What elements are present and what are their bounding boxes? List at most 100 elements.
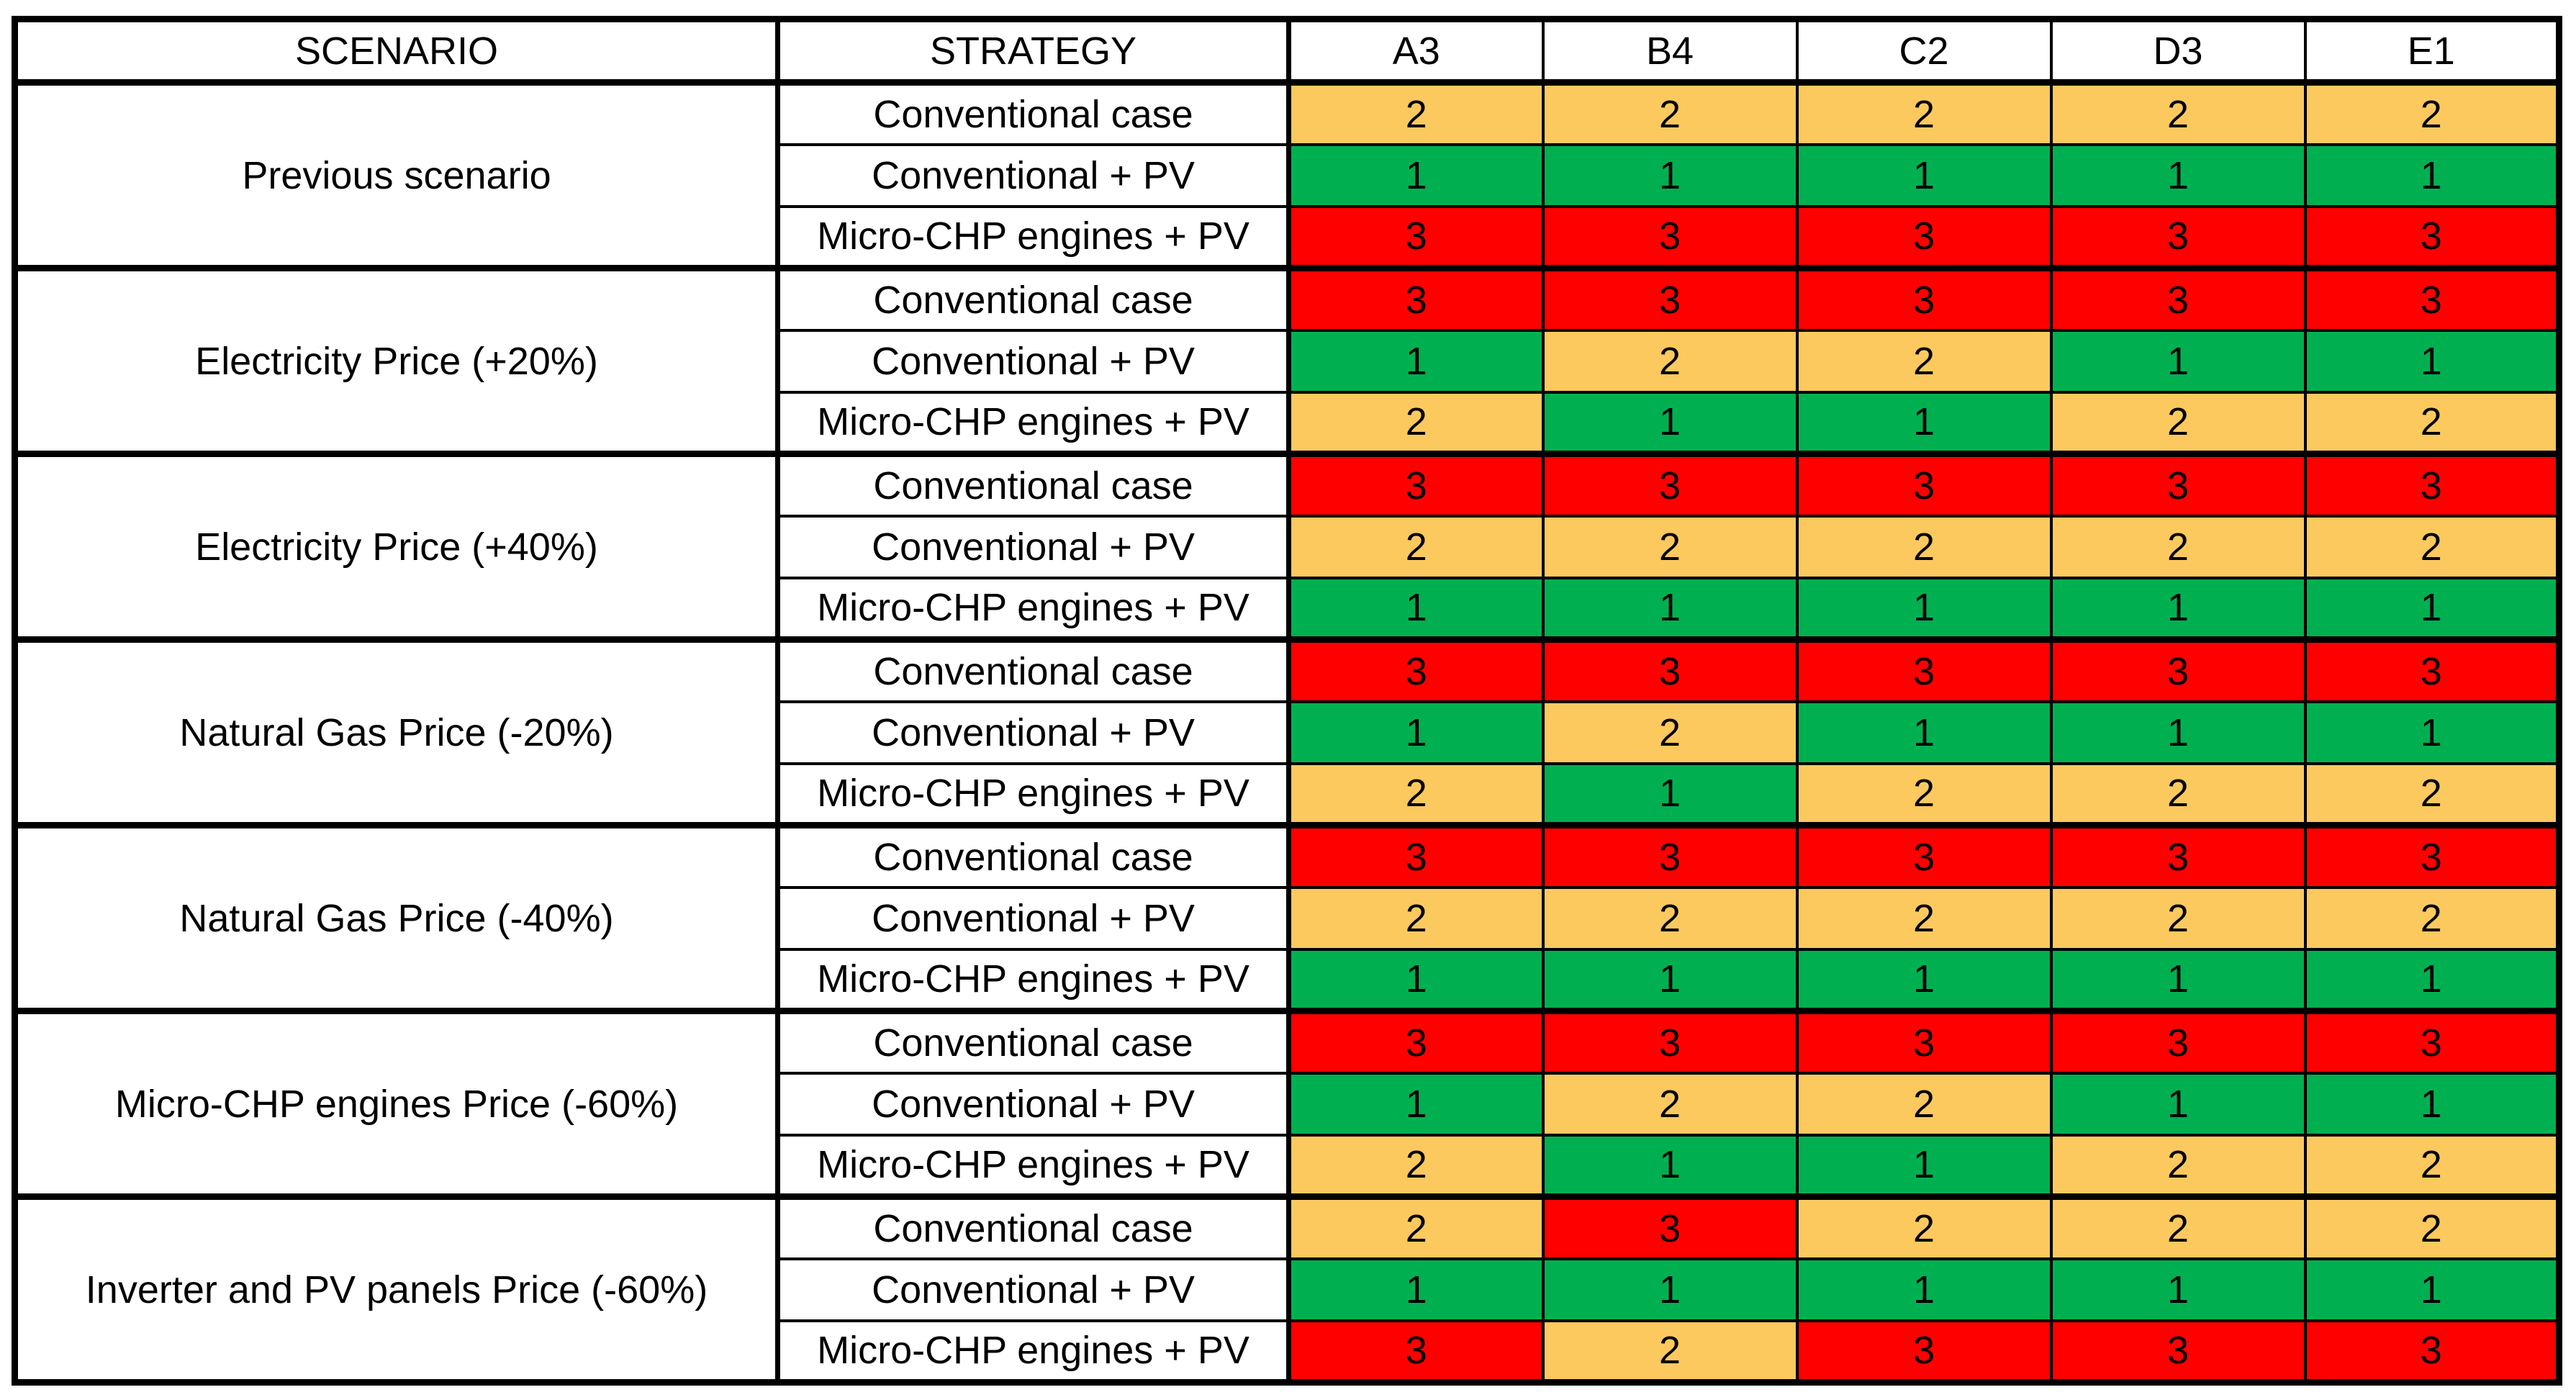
rank-cell: 2 [1795, 81, 2053, 146]
strategy-label: Micro-CHP engines + PV [776, 1319, 1291, 1386]
rank-cell: 2 [2049, 1195, 2307, 1260]
table-row: Conventional + PV 1 2 1 1 1 [15, 700, 2561, 765]
rank-cell: 3 [1287, 452, 1545, 518]
rank-cell: 3 [2303, 266, 2561, 332]
header-scenario: SCENARIO [13, 17, 780, 86]
rank-cell: 1 [1541, 762, 1799, 828]
rank-cell: 3 [2303, 1009, 2561, 1075]
table-row: Conventional + PV 1 2 2 1 1 [15, 1071, 2561, 1137]
rank-cell: 2 [2049, 885, 2307, 951]
rank-cell: 3 [1795, 1319, 2053, 1386]
strategy-label: Conventional + PV [776, 1257, 1291, 1322]
rank-cell: 2 [2303, 1133, 2561, 1200]
rank-cell: 1 [2049, 1071, 2307, 1137]
strategy-label: Conventional case [776, 1195, 1291, 1260]
table-row: Electricity Price (+20%) Conventional cas… [13, 266, 2561, 457]
rank-cell: 1 [2303, 143, 2561, 208]
rank-cell: 1 [1541, 390, 1799, 457]
strategy-label: Micro-CHP engines + PV [776, 576, 1291, 643]
strategy-label: Conventional + PV [776, 700, 1291, 765]
rank-cell: 2 [1795, 885, 2053, 951]
scenario-label: Electricity Price (+20%) [13, 266, 780, 457]
rank-cell: 1 [1287, 700, 1545, 765]
strategy-label: Conventional + PV [776, 885, 1291, 951]
ranking-table: SCENARIO STRATEGY A3 B4 C2 D3 E1 Previou… [12, 16, 2562, 1386]
rank-cell: 2 [2049, 81, 2307, 146]
rank-cell: 3 [2303, 204, 2561, 271]
rank-cell: 1 [1287, 143, 1545, 208]
table-row: Previous scenario Conventional case 2 2 2 2 2 [13, 81, 2561, 271]
rank-cell: 1 [1287, 328, 1545, 394]
strategy-label: Conventional case [776, 452, 1291, 518]
header-case-a3: A3 [1287, 17, 1545, 86]
table-row: Electricity Price (+40%) Conventional cas… [13, 452, 2561, 643]
rank-cell: 3 [1541, 1009, 1799, 1075]
rank-cell: 2 [1287, 81, 1545, 146]
strategy-label: Micro-CHP engines + PV [776, 1133, 1291, 1200]
rank-cell: 2 [1287, 885, 1545, 951]
rank-cell: 1 [2049, 143, 2307, 208]
rank-cell: 2 [2303, 81, 2561, 146]
rank-cell: 2 [1541, 885, 1799, 951]
rank-cell: 1 [1795, 576, 2053, 643]
table-row: Conventional + PV 2 2 2 2 2 [15, 514, 2561, 579]
table-row: Micro-CHP engines + PV 1 1 1 1 1 [15, 947, 2561, 1014]
rank-cell: 3 [1541, 452, 1799, 518]
strategy-label: Micro-CHP engines + PV [776, 947, 1291, 1014]
rank-cell: 2 [1287, 390, 1545, 457]
rank-cell: 1 [1795, 390, 2053, 457]
strategy-label: Conventional case [776, 81, 1291, 146]
rank-cell: 2 [2049, 1133, 2307, 1200]
rank-cell: 2 [2303, 762, 2561, 828]
rank-cell: 3 [1795, 452, 2053, 518]
rank-cell: 1 [2049, 328, 2307, 394]
rank-cell: 2 [1541, 700, 1799, 765]
scenario-label: Natural Gas Price (-20%) [13, 638, 780, 828]
rank-cell: 3 [1541, 204, 1799, 271]
rank-cell: 2 [1287, 514, 1545, 579]
strategy-label: Conventional + PV [776, 143, 1291, 208]
strategy-label: Micro-CHP engines + PV [776, 390, 1291, 457]
header-case-e1: E1 [2303, 17, 2561, 86]
rank-cell: 2 [1541, 1071, 1799, 1137]
table-body: Previous scenario Conventional case 2 2 2 2 2 C… [13, 81, 2561, 1386]
rank-cell: 2 [2303, 1195, 2561, 1260]
rank-cell: 3 [1795, 1009, 2053, 1075]
rank-cell: 1 [2049, 576, 2307, 643]
rank-cell: 2 [1795, 328, 2053, 394]
rank-cell: 1 [1795, 1133, 2053, 1200]
rank-cell: 1 [2049, 947, 2307, 1014]
rank-cell: 1 [2303, 700, 2561, 765]
rank-cell: 1 [1541, 1257, 1799, 1322]
strategy-label: Conventional case [776, 823, 1291, 889]
rank-cell: 3 [1541, 823, 1799, 889]
rank-cell: 1 [1795, 947, 2053, 1014]
strategy-label: Conventional + PV [776, 1071, 1291, 1137]
rank-cell: 2 [1287, 1133, 1545, 1200]
table-row: Micro-CHP engines + PV 3 2 3 3 3 [15, 1319, 2561, 1386]
rank-cell: 1 [2303, 1071, 2561, 1137]
strategy-label: Conventional case [776, 638, 1291, 703]
rank-cell: 2 [1287, 1195, 1545, 1260]
rank-cell: 2 [1541, 81, 1799, 146]
rank-cell: 3 [1287, 823, 1545, 889]
rank-cell: 3 [1541, 1195, 1799, 1260]
rank-cell: 2 [2303, 390, 2561, 457]
rank-cell: 2 [2303, 885, 2561, 951]
table-row: Micro-CHP engines + PV 2 1 1 2 2 [15, 1133, 2561, 1200]
rank-cell: 2 [1541, 514, 1799, 579]
rank-cell: 3 [1287, 638, 1545, 703]
rank-cell: 1 [1795, 700, 2053, 765]
rank-cell: 1 [1287, 1257, 1545, 1322]
scenario-label: Inverter and PV panels Price (-60%) [13, 1195, 780, 1386]
rank-cell: 3 [2049, 1319, 2307, 1386]
rank-cell: 3 [1541, 638, 1799, 703]
rank-cell: 1 [1541, 947, 1799, 1014]
strategy-label: Conventional + PV [776, 328, 1291, 394]
rank-cell: 3 [2049, 638, 2307, 703]
rank-cell: 1 [1795, 1257, 2053, 1322]
rank-cell: 3 [1541, 266, 1799, 332]
rank-cell: 1 [1287, 576, 1545, 643]
strategy-label: Conventional case [776, 1009, 1291, 1075]
rank-cell: 1 [1541, 1133, 1799, 1200]
